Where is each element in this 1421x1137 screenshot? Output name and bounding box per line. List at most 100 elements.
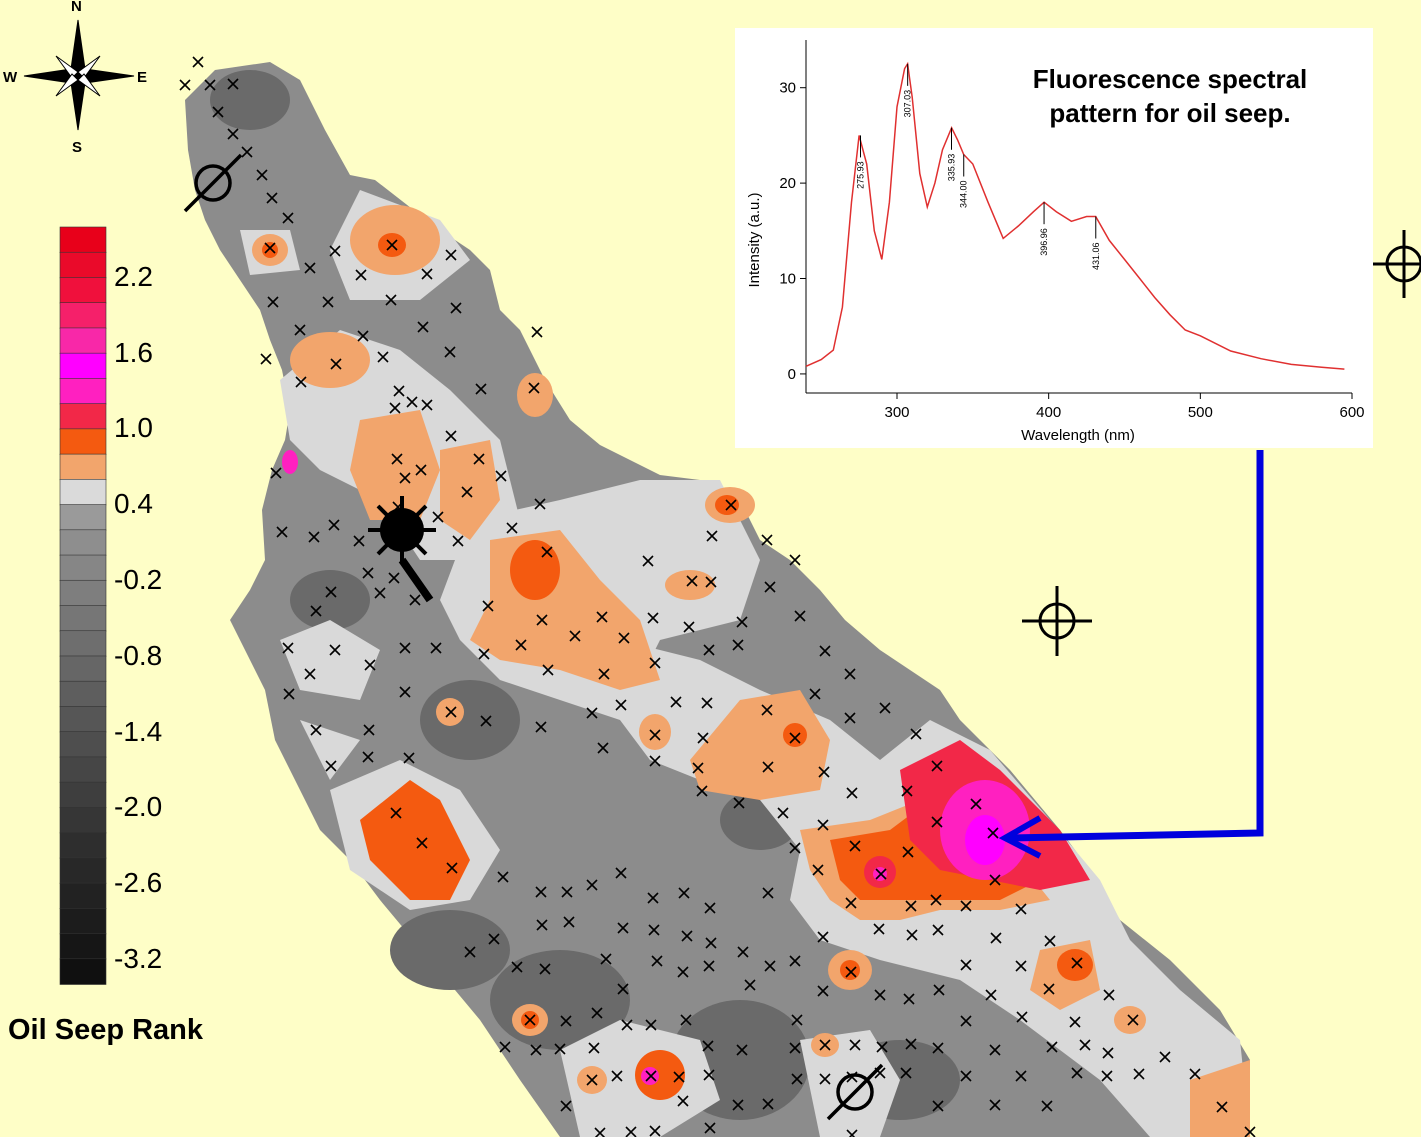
- sample-point-marker: [931, 760, 943, 772]
- sample-point-marker: [515, 639, 527, 651]
- color-bar-label: -1.4: [114, 716, 163, 747]
- sample-point-marker: [406, 396, 418, 408]
- sample-point-marker: [399, 642, 411, 654]
- sample-point-marker: [374, 587, 386, 599]
- sample-point-marker: [528, 382, 540, 394]
- sample-point-marker: [1079, 1039, 1091, 1051]
- sample-point-marker: [569, 630, 581, 642]
- sample-point-marker: [1103, 989, 1115, 1001]
- sample-point-marker: [744, 979, 756, 991]
- color-bar-segment: [59, 958, 107, 985]
- sample-point-marker: [683, 621, 695, 633]
- sample-point-marker: [1069, 1016, 1081, 1028]
- sample-point-marker: [647, 612, 659, 624]
- sample-point-marker: [329, 644, 341, 656]
- sample-point-marker: [554, 1043, 566, 1055]
- sample-point-marker: [906, 929, 918, 941]
- sample-point-marker: [260, 353, 272, 365]
- sample-point-marker: [1015, 960, 1027, 972]
- sample-point-marker: [475, 383, 487, 395]
- spectrum-chart: 300 400 500 600 0 10 20 30 275.93 307.03 335.9334…: [746, 40, 1365, 444]
- sample-point-marker: [329, 245, 341, 257]
- sample-point-marker: [264, 242, 276, 254]
- sample-point-marker: [762, 887, 774, 899]
- sample-point-marker: [1102, 1047, 1114, 1059]
- sample-point-marker: [399, 686, 411, 698]
- sample-point-marker: [179, 79, 191, 91]
- inset-title: Fluorescence spectral pattern for oil se…: [985, 62, 1355, 130]
- sample-point-marker: [473, 453, 485, 465]
- sample-point-marker: [1244, 1126, 1256, 1137]
- sample-point-marker: [597, 742, 609, 754]
- x-tick-label: 400: [1036, 404, 1061, 421]
- color-bar-segment: [59, 731, 107, 758]
- sample-point-marker: [875, 868, 887, 880]
- sample-points: [179, 56, 1256, 1137]
- sample-point-marker: [310, 605, 322, 617]
- sample-point-marker: [611, 1070, 623, 1082]
- sample-point-marker: [444, 346, 456, 358]
- sample-point-marker: [325, 760, 337, 772]
- sample-point-marker: [901, 785, 913, 797]
- sample-point-marker: [409, 594, 421, 606]
- x-axis-label: Wavelength (nm): [1021, 427, 1135, 444]
- sample-point-marker: [416, 837, 428, 849]
- sample-point-marker: [283, 688, 295, 700]
- sample-point-marker: [649, 729, 661, 741]
- color-bar-label: -0.8: [114, 640, 163, 671]
- sample-point-marker: [328, 519, 340, 531]
- color-bar-segment: [59, 857, 107, 884]
- x-tick-label: 500: [1188, 404, 1213, 421]
- y-tick-label: 0: [788, 366, 796, 383]
- hotspot-zones: [282, 450, 1090, 1085]
- sample-point-marker: [282, 642, 294, 654]
- sample-point-marker: [256, 169, 268, 181]
- sample-point-marker: [985, 989, 997, 1001]
- color-bar-segment: [59, 907, 107, 935]
- sample-point-marker: [705, 576, 717, 588]
- sample-point-marker: [415, 464, 427, 476]
- sample-point-marker: [794, 610, 806, 622]
- sample-point-marker: [1015, 1070, 1027, 1082]
- sample-point-marker: [960, 959, 972, 971]
- sample-point-marker: [900, 1067, 912, 1079]
- sample-point-marker: [362, 751, 374, 763]
- sample-point-marker: [812, 864, 824, 876]
- sample-point-marker: [737, 946, 749, 958]
- sample-point-marker: [651, 955, 663, 967]
- sample-point-marker: [673, 1071, 685, 1083]
- sample-point-marker: [791, 1073, 803, 1085]
- sample-point-marker: [357, 330, 369, 342]
- color-bar-segment: [59, 226, 107, 254]
- color-bar-segment: [59, 378, 107, 405]
- sample-point-marker: [536, 614, 548, 626]
- sample-point-marker: [761, 704, 773, 716]
- sample-point-marker: [817, 819, 829, 831]
- sample-point-marker: [539, 963, 551, 975]
- sample-point-marker: [480, 715, 492, 727]
- sample-point-marker: [970, 798, 982, 810]
- sample-point-marker: [615, 867, 627, 879]
- sample-point-marker: [403, 752, 415, 764]
- sample-point-marker: [227, 78, 239, 90]
- sample-point-marker: [461, 486, 473, 498]
- sample-point-marker: [330, 358, 342, 370]
- color-bar-segment: [59, 277, 107, 304]
- sample-point-marker: [818, 766, 830, 778]
- sample-point-marker: [241, 146, 253, 158]
- color-bar-label: -2.6: [114, 867, 163, 898]
- sample-point-marker: [910, 728, 922, 740]
- sample-point-marker: [645, 1070, 657, 1082]
- sample-point-marker: [362, 567, 374, 579]
- color-bar-segment: [59, 605, 107, 632]
- sample-point-marker: [445, 249, 457, 261]
- sample-point-marker: [932, 1042, 944, 1054]
- sample-point-marker: [789, 554, 801, 566]
- sample-point-marker: [879, 702, 891, 714]
- sample-point-marker: [987, 827, 999, 839]
- sample-point-marker: [989, 1044, 1001, 1056]
- sample-point-marker: [1016, 1011, 1028, 1023]
- sample-point-marker: [681, 930, 693, 942]
- color-bar-label: 1.6: [114, 337, 153, 368]
- peak-label: 344.00: [959, 180, 969, 208]
